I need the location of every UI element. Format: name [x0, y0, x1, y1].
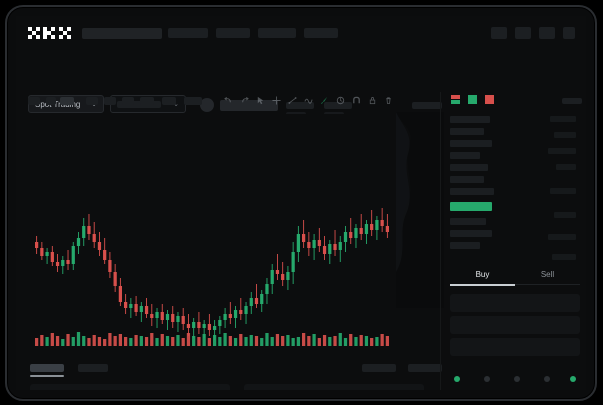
trading-mode-label: Spot Trading: [35, 99, 81, 109]
nav-item-2[interactable]: [216, 28, 250, 38]
bottom-panel-right[interactable]: [244, 384, 424, 390]
column-divider: [440, 92, 441, 390]
trendline-icon[interactable]: [288, 96, 297, 105]
redo-icon[interactable]: [240, 96, 249, 105]
coin-icon: [200, 98, 214, 112]
order-price-field[interactable]: [450, 294, 580, 312]
orderbook-row[interactable]: [450, 176, 484, 183]
trading-pair-placeholder: [117, 100, 161, 108]
search-icon[interactable]: [491, 27, 507, 39]
chevron-down-icon-pair: ⌄: [173, 101, 179, 108]
bottom-tab-0-underline: [30, 375, 64, 377]
tab-buy-underline: [450, 284, 515, 286]
avatar[interactable]: [563, 27, 575, 39]
orderbook-view-toggle[interactable]: [450, 94, 495, 105]
nav-item-0[interactable]: [82, 28, 162, 39]
crosshair-icon[interactable]: [272, 96, 281, 105]
measure-icon[interactable]: [336, 96, 345, 105]
app-screen: Spot Trading ⌄ ⌄: [16, 16, 586, 390]
orderbook-row[interactable]: [450, 116, 490, 123]
orderbook-size: [554, 212, 576, 218]
orderbook-size: [550, 188, 576, 194]
orderbook-row[interactable]: [450, 242, 480, 249]
orderbook-row[interactable]: [450, 188, 494, 195]
bottom-tab-2[interactable]: [362, 364, 396, 372]
tab-sell[interactable]: Sell: [540, 270, 555, 279]
orderbook-size: [554, 132, 576, 138]
orderbook-bids-icon[interactable]: [467, 94, 478, 105]
orderbook-size: [552, 254, 576, 260]
indicators-button[interactable]: [184, 97, 202, 105]
panel-shadow-overlay: [396, 112, 444, 308]
orderbook-row[interactable]: [450, 218, 486, 225]
orderbook-asks-icon[interactable]: [484, 94, 495, 105]
price-chart[interactable]: [28, 114, 396, 354]
nav-item-3[interactable]: [258, 28, 296, 38]
slider-step-2[interactable]: [514, 376, 520, 382]
orderbook-size: [548, 234, 576, 240]
wave-icon[interactable]: [304, 96, 313, 105]
timeframe-3[interactable]: [86, 97, 98, 105]
orderbook-spread: [450, 202, 492, 211]
wallet-icon[interactable]: [539, 27, 555, 39]
top-navigation-bar: [16, 16, 586, 50]
orderbook-row[interactable]: [450, 164, 488, 171]
bottom-tab-3[interactable]: [408, 364, 442, 372]
tab-baseline: [450, 284, 580, 285]
last-price: [220, 100, 278, 111]
slider-step-3[interactable]: [544, 376, 550, 382]
orderbook-both-icon[interactable]: [450, 94, 461, 105]
orderbook-column-header: [562, 98, 582, 104]
timeframe-2-active[interactable]: [60, 97, 74, 105]
timeframe-6[interactable]: [140, 97, 154, 105]
orderbook-size: [556, 164, 576, 170]
market-header: Spot Trading ⌄ ⌄: [16, 50, 586, 118]
orderbook-row[interactable]: [450, 152, 480, 159]
chart-toolbar: [28, 94, 396, 110]
magnet-icon[interactable]: [352, 96, 361, 105]
nav-item-1[interactable]: [168, 28, 208, 38]
lock-icon[interactable]: [368, 96, 377, 105]
tab-buy[interactable]: Buy: [475, 270, 490, 279]
slider-step-1[interactable]: [484, 376, 490, 382]
timeframe-0[interactable]: [28, 97, 40, 105]
orderbook-row[interactable]: [450, 230, 492, 237]
buy-sell-tabs: Buy Sell: [450, 266, 580, 286]
slider-step-4[interactable]: [570, 376, 576, 382]
timeframe-1[interactable]: [46, 97, 56, 105]
bottom-panel-left[interactable]: [30, 384, 230, 390]
stat-1-label: [324, 102, 352, 109]
order-amount-field[interactable]: [450, 316, 580, 334]
amount-slider[interactable]: [450, 374, 580, 384]
bottom-tab-1[interactable]: [78, 364, 108, 372]
nav-item-4[interactable]: [304, 28, 338, 38]
brush-icon[interactable]: [320, 96, 329, 105]
candlestick-canvas: [34, 208, 390, 346]
notifications-icon[interactable]: [515, 27, 531, 39]
orderbook-row[interactable]: [450, 140, 492, 147]
trash-icon[interactable]: [384, 96, 393, 105]
order-total-field[interactable]: [450, 338, 580, 356]
cursor-icon[interactable]: [256, 96, 265, 105]
stat-0-label: [286, 102, 314, 109]
okx-logo[interactable]: [28, 26, 72, 40]
tablet-device-frame: Spot Trading ⌄ ⌄: [5, 5, 597, 401]
slider-step-0[interactable]: [454, 376, 460, 382]
undo-icon[interactable]: [224, 96, 233, 105]
timeframe-5[interactable]: [122, 97, 134, 105]
timeframe-4[interactable]: [104, 97, 116, 105]
orderbook-size: [550, 116, 576, 122]
bottom-tab-0[interactable]: [30, 364, 64, 372]
orderbook-size: [548, 148, 576, 154]
chart-type-select[interactable]: [162, 97, 176, 105]
stat-2: [412, 102, 442, 109]
orderbook-row[interactable]: [450, 128, 484, 135]
